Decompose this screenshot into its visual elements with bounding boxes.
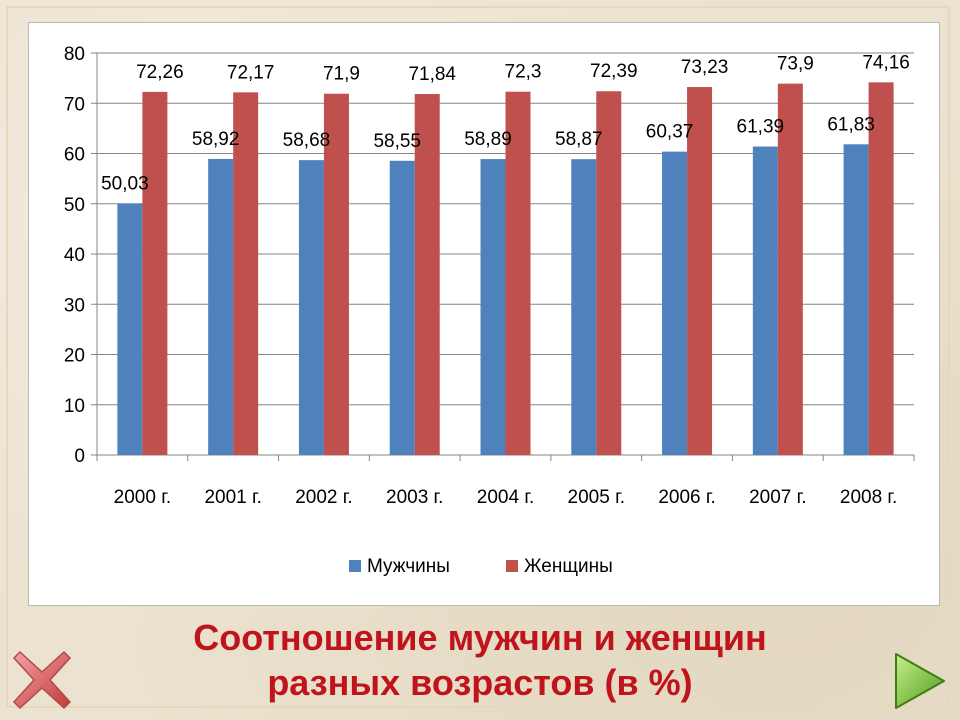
bar-men — [208, 158, 234, 455]
play-next-icon — [895, 653, 945, 709]
x-axis: 2000 г. 2001 г. 2002 г. 2003 г. 2004 г. 2005 … — [96, 454, 915, 508]
bar-women — [505, 91, 531, 455]
data-label: 61,83 — [827, 114, 875, 135]
x-tick-label: 2007 г. — [749, 487, 806, 508]
data-label: 72,39 — [590, 61, 638, 82]
data-label: 73,23 — [681, 57, 729, 78]
bar-men — [389, 160, 415, 455]
y-tick-label: 10 — [64, 396, 85, 417]
next-slide-button[interactable] — [890, 650, 948, 712]
bar-women — [777, 83, 803, 455]
legend-swatch — [349, 560, 361, 572]
y-tick-label: 70 — [64, 94, 85, 115]
y-tick-label: 50 — [64, 195, 85, 216]
data-label: 58,92 — [192, 129, 240, 150]
close-button[interactable] — [10, 648, 74, 712]
bar-men — [752, 146, 778, 455]
legend-label: Женщины — [524, 556, 613, 577]
data-label: 71,9 — [323, 64, 360, 85]
data-label: 72,3 — [505, 62, 542, 83]
bar-men — [571, 159, 597, 455]
bars — [117, 82, 894, 456]
legend-label: Мужчины — [367, 556, 450, 577]
bar-women — [596, 91, 622, 456]
x-tick-label: 2003 г. — [386, 487, 443, 508]
data-label: 58,87 — [555, 129, 603, 150]
x-tick-label: 2002 г. — [295, 487, 352, 508]
x-tick-label: 2006 г. — [658, 487, 715, 508]
data-label: 72,17 — [227, 62, 275, 83]
y-tick-label: 60 — [64, 145, 85, 166]
legend: Мужчины Женщины — [349, 556, 613, 577]
data-label: 60,37 — [646, 122, 694, 143]
close-x-icon — [12, 650, 72, 710]
data-label: 58,89 — [464, 129, 512, 150]
data-label: 74,16 — [862, 52, 910, 73]
bar-women — [868, 82, 894, 455]
bar-women — [142, 91, 168, 456]
data-label: 72,26 — [136, 62, 184, 83]
data-label: 61,39 — [737, 117, 785, 138]
bar-men — [117, 203, 143, 455]
data-label: 71,84 — [408, 64, 456, 85]
y-tick-label: 20 — [64, 346, 85, 367]
x-tick-label: 2001 г. — [204, 487, 261, 508]
bar-women — [233, 92, 259, 455]
slide-frame — [6, 6, 950, 708]
data-labels: 50,03 72,26 58,92 72,17 58,68 71,9 58,55 71,84 5… — [101, 52, 910, 194]
x-tick-label: 2000 г. — [114, 487, 171, 508]
chart-area: 0 10 20 30 40 50 60 70 80 2000 г. 2001 г. 2002 г. 2… — [28, 22, 940, 606]
data-label: 50,03 — [101, 174, 149, 195]
bar-men — [843, 144, 869, 455]
x-tick-label: 2005 г. — [568, 487, 625, 508]
x-tick-label: 2004 г. — [477, 487, 534, 508]
data-label: 58,68 — [283, 130, 331, 151]
x-tick-label: 2008 г. — [840, 487, 897, 508]
y-axis: 0 10 20 30 40 50 60 70 80 — [64, 44, 98, 467]
legend-swatch — [506, 560, 518, 572]
bar-women — [687, 87, 713, 455]
caption-line-2: разных возрастов (в %) — [267, 662, 693, 703]
bar-men — [298, 160, 324, 455]
y-tick-label: 0 — [74, 446, 85, 467]
bar-women — [414, 94, 440, 455]
caption-line-1: Соотношение мужчин и женщин — [193, 617, 767, 658]
y-tick-label: 30 — [64, 295, 85, 316]
bar-women — [323, 93, 349, 455]
data-label: 73,9 — [777, 54, 814, 75]
bar-men — [480, 159, 506, 455]
y-tick-label: 80 — [64, 44, 85, 65]
y-tick-label: 40 — [64, 245, 85, 266]
data-label: 58,55 — [373, 131, 421, 152]
bar-men — [662, 151, 688, 455]
